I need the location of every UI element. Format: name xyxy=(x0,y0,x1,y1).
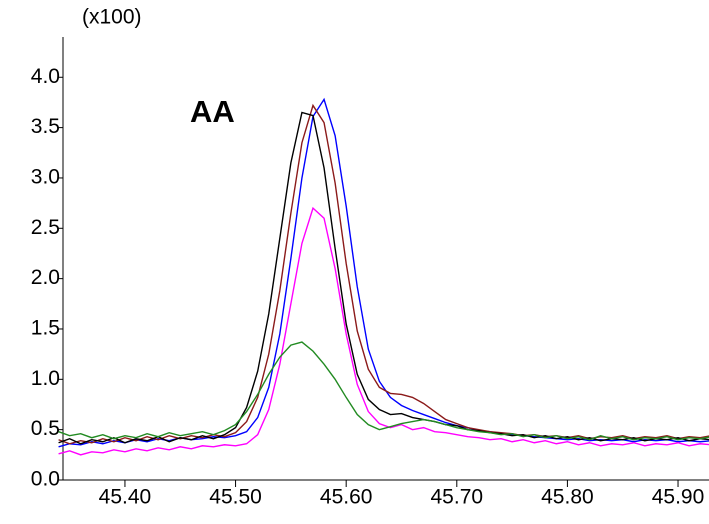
y-tick-label: 1.0 xyxy=(31,367,60,390)
x-tick-label: 45.70 xyxy=(431,486,484,509)
series-line xyxy=(58,103,709,445)
x-tick-label: 45.60 xyxy=(320,486,373,509)
y-tick-label: 0.5 xyxy=(31,417,60,440)
series-line xyxy=(58,341,709,441)
x-tick-label: 45.80 xyxy=(541,486,594,509)
y-tick-label: 0.0 xyxy=(31,468,60,491)
x-tick-label: 45.90 xyxy=(652,486,705,509)
y-tick-label: 4.0 xyxy=(31,65,60,88)
y-axis-label: (x100) xyxy=(82,6,142,29)
y-tick-label: 2.5 xyxy=(31,216,60,239)
y-tick-label: 3.0 xyxy=(31,166,60,189)
x-tick-label: 45.40 xyxy=(99,486,152,509)
series-line xyxy=(58,111,709,445)
annotation: AA xyxy=(190,94,235,129)
series-line xyxy=(58,206,709,456)
series-line xyxy=(58,97,709,448)
y-tick-label: 1.5 xyxy=(31,317,60,340)
x-tick-label: 45.50 xyxy=(209,486,262,509)
y-tick-label: 2.0 xyxy=(31,266,60,289)
y-tick-label: 3.5 xyxy=(31,115,60,138)
